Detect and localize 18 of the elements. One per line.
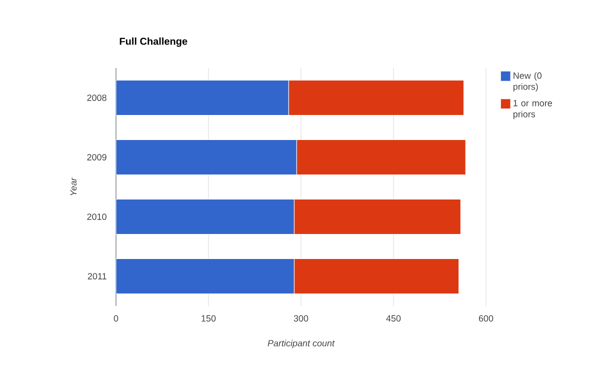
bar xyxy=(116,139,297,176)
bar xyxy=(116,258,295,294)
x-tick-label: 450 xyxy=(386,315,401,322)
bar xyxy=(116,198,295,235)
y-tick-label: 2009 xyxy=(87,154,106,160)
x-tick-label: 300 xyxy=(294,315,308,322)
bar xyxy=(116,80,289,116)
legend-label: 1 or more priors xyxy=(513,100,552,120)
y-tick-label: 2010 xyxy=(87,214,106,220)
y-tick-label: 2008 xyxy=(87,94,106,101)
x-tick-label: 0 xyxy=(114,315,118,322)
x-tick-label: 600 xyxy=(478,315,494,322)
x-tick-label: 150 xyxy=(202,315,216,322)
x-axis-title: Participant count xyxy=(268,340,335,348)
y-axis-title: Year xyxy=(70,177,77,196)
y-tick-label: 2011 xyxy=(88,273,106,280)
legend-label: New (0 priors) xyxy=(513,72,542,92)
chart-title: Full Challenge xyxy=(120,37,188,47)
